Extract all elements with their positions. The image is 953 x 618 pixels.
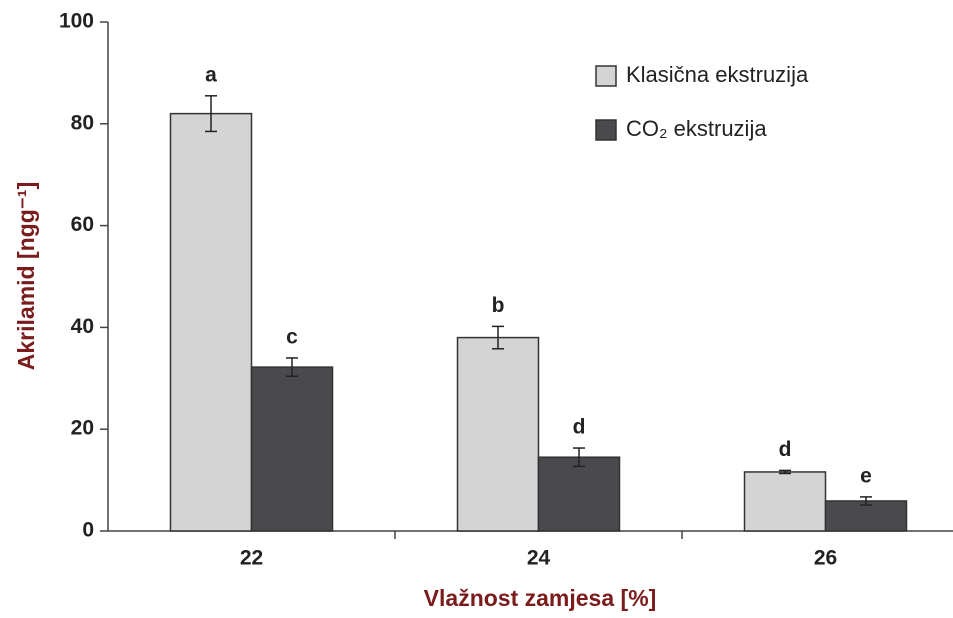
error-bar	[205, 95, 217, 133]
x-axis-label: Vlažnost zamjesa [%]	[424, 585, 657, 611]
bar	[169, 112, 253, 532]
error-bar	[779, 469, 791, 475]
legend-swatch	[595, 119, 617, 141]
y-tick-label: 20	[71, 417, 94, 440]
x-tick-label: 22	[240, 547, 263, 570]
annotation: d	[779, 438, 792, 461]
error-bar	[573, 447, 585, 468]
y-tick-label: 80	[71, 111, 94, 134]
y-axis-label: Akrilamid [ngg⁻¹]	[13, 182, 39, 370]
x-tick-label: 24	[527, 547, 551, 570]
annotation: d	[573, 416, 586, 439]
annotation: c	[286, 325, 298, 348]
legend-swatch	[595, 65, 617, 87]
annotation: a	[205, 63, 217, 86]
bar	[743, 471, 827, 532]
bar	[456, 336, 540, 532]
y-tick-label: 60	[71, 213, 94, 236]
error-bar	[860, 496, 872, 506]
y-tick-label: 0	[82, 519, 94, 542]
legend-label: Klasična ekstruzija	[626, 62, 809, 87]
error-bar	[492, 325, 504, 350]
bar	[537, 456, 621, 532]
error-bar	[286, 357, 298, 378]
annotation: e	[860, 464, 872, 487]
y-tick-label: 100	[59, 10, 94, 33]
annotation: b	[492, 294, 505, 317]
y-tick-label: 40	[71, 315, 94, 338]
x-tick-label: 26	[814, 547, 837, 570]
legend-label: CO₂ ekstruzija	[626, 116, 767, 141]
bar	[250, 366, 334, 532]
